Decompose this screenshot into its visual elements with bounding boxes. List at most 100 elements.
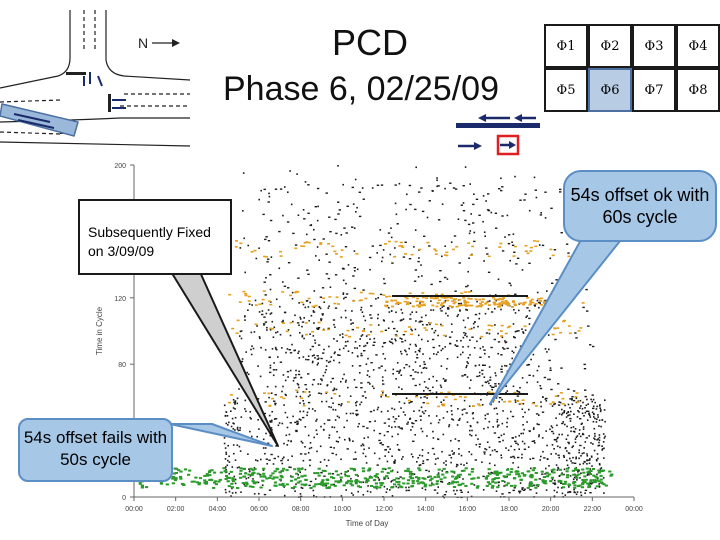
- data-point: [492, 426, 494, 428]
- data-point: [293, 468, 297, 471]
- data-point: [337, 403, 341, 406]
- data-point: [342, 279, 345, 282]
- data-point: [411, 482, 415, 485]
- data-point: [510, 468, 514, 471]
- data-point: [293, 291, 297, 294]
- data-point: [469, 425, 472, 427]
- data-point: [398, 372, 400, 374]
- data-point: [268, 192, 270, 195]
- data-point: [551, 254, 555, 257]
- data-point: [425, 297, 429, 299]
- data-point: [570, 410, 572, 413]
- data-point: [297, 384, 300, 386]
- data-point: [332, 408, 334, 411]
- data-point: [355, 253, 359, 255]
- data-point: [295, 483, 297, 485]
- data-point: [417, 334, 420, 337]
- data-point: [473, 231, 476, 234]
- data-point: [271, 410, 273, 413]
- data-point: [304, 426, 307, 428]
- data-point: [513, 457, 516, 459]
- data-point: [521, 269, 524, 271]
- data-point: [405, 489, 408, 492]
- data-point: [404, 296, 408, 299]
- data-point: [252, 478, 254, 480]
- data-point: [374, 475, 379, 478]
- data-point: [555, 279, 558, 281]
- data-point: [532, 457, 535, 460]
- data-point: [241, 358, 244, 360]
- data-point: [384, 243, 387, 245]
- data-point: [271, 397, 275, 400]
- data-point: [423, 477, 427, 480]
- data-point: [295, 374, 297, 376]
- data-point: [386, 446, 390, 448]
- data-point: [437, 351, 439, 353]
- data-point: [350, 477, 352, 480]
- data-point: [524, 488, 526, 491]
- data-point: [329, 360, 332, 363]
- data-point: [589, 458, 591, 460]
- data-point: [466, 376, 469, 378]
- data-point: [369, 268, 371, 271]
- data-point: [283, 456, 285, 459]
- data-point: [392, 368, 395, 371]
- data-point: [414, 351, 417, 353]
- data-point: [297, 476, 301, 479]
- data-point: [602, 433, 605, 435]
- data-point: [574, 441, 577, 444]
- data-point: [467, 291, 471, 293]
- data-point: [577, 473, 581, 476]
- data-point: [547, 378, 549, 381]
- data-point: [313, 472, 317, 475]
- data-point: [379, 229, 382, 231]
- data-point: [577, 410, 579, 412]
- data-point: [496, 418, 499, 421]
- data-point: [271, 328, 275, 330]
- data-point: [412, 378, 415, 380]
- data-point: [572, 390, 576, 392]
- data-point: [299, 471, 301, 474]
- data-point: [401, 428, 403, 430]
- data-point: [506, 421, 508, 424]
- data-point: [289, 321, 293, 324]
- data-point: [575, 457, 577, 460]
- data-point: [517, 330, 520, 332]
- data-point: [345, 482, 349, 485]
- data-point: [444, 380, 447, 382]
- data-point: [391, 495, 394, 497]
- data-point: [464, 467, 468, 470]
- data-point: [301, 442, 304, 444]
- data-point: [333, 447, 335, 449]
- data-point: [207, 471, 212, 473]
- data-point: [390, 227, 392, 229]
- data-point: [382, 319, 385, 321]
- data-point: [420, 419, 422, 421]
- data-point: [521, 487, 524, 489]
- data-point: [447, 314, 449, 317]
- data-point: [310, 314, 313, 317]
- data-point: [257, 481, 260, 484]
- data-point: [338, 436, 341, 439]
- data-point: [313, 290, 316, 292]
- data-point: [289, 334, 292, 337]
- data-point: [463, 299, 467, 302]
- y-tick-label: 120: [114, 296, 126, 303]
- data-point: [278, 230, 281, 233]
- data-point: [391, 486, 395, 488]
- callout-ok: 54s offset ok with 60s cycle: [563, 170, 717, 242]
- data-point: [506, 214, 509, 217]
- data-point: [194, 476, 198, 479]
- data-point: [487, 193, 490, 195]
- x-tick-label: 10:00: [334, 506, 352, 513]
- data-point: [408, 475, 412, 478]
- data-point: [377, 317, 379, 320]
- data-point: [340, 404, 342, 407]
- data-point: [408, 326, 411, 328]
- data-point: [448, 336, 452, 338]
- data-point: [225, 466, 227, 468]
- data-point: [467, 242, 471, 244]
- data-point: [343, 227, 346, 229]
- data-point: [494, 212, 498, 214]
- data-point: [331, 245, 335, 248]
